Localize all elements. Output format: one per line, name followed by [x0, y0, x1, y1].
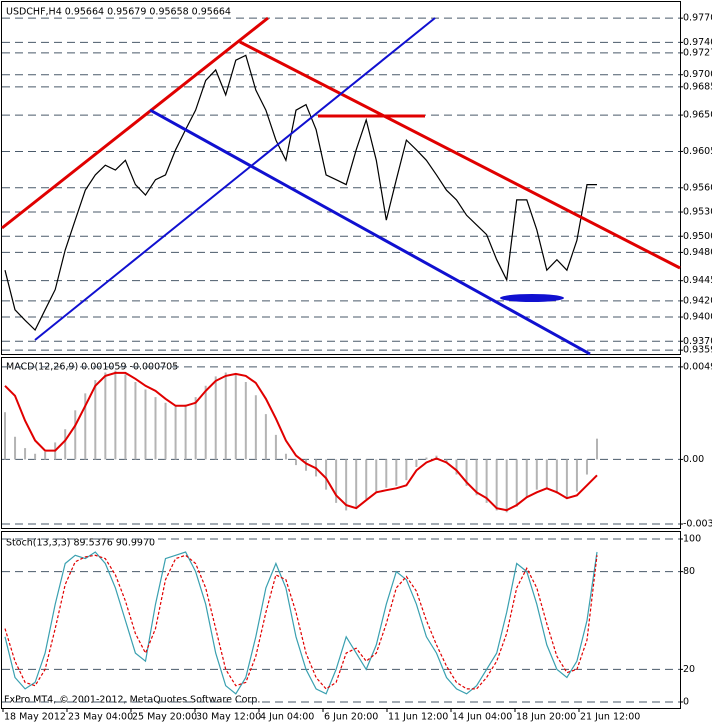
- x-tick-label: 4 Jun 04:00: [260, 712, 314, 723]
- y-tick-label: 0.00: [683, 454, 704, 465]
- y-tick-label: 0.95300: [683, 207, 712, 218]
- series-line: [4, 554, 598, 690]
- chart-title: USDCHF,H4 0.95664 0.95679 0.95658 0.9566…: [6, 7, 231, 18]
- x-tick-label: 30 May 12:00: [196, 712, 261, 723]
- y-tick-label: 0.94450: [683, 275, 712, 286]
- y-tick-label: 0.94800: [683, 247, 712, 258]
- series-line: [4, 371, 598, 512]
- x-tick-label: 18 Jun 20:00: [516, 712, 576, 723]
- x-tick-label: 11 Jun 12:00: [388, 712, 448, 723]
- y-tick-label: 0.00490: [683, 361, 712, 372]
- indicator-title: Stoch(13,3,3) 89.5376 90.9970: [6, 538, 155, 549]
- x-tick-label: 18 May 2012: [4, 712, 66, 723]
- stoch-panel: [1, 531, 681, 709]
- y-tick-label: 0.97700: [683, 13, 712, 24]
- footer: FxPro MT4, © 2001-2012, MetaQuotes Softw…: [4, 695, 260, 706]
- trend-lines: [1, 16, 681, 356]
- y-tick-label: 80: [683, 566, 695, 577]
- y-tick-label: 0.94200: [683, 295, 712, 306]
- support-marker: [500, 294, 564, 302]
- y-tick-label: 100: [683, 534, 701, 545]
- y-tick-label: 0.97270: [683, 47, 712, 58]
- y-tick-label: 0.96050: [683, 146, 712, 157]
- y-tick-label: 0.96850: [683, 81, 712, 92]
- trend-line: [149, 108, 591, 356]
- y-tick-label: 0.95600: [683, 182, 712, 193]
- indicator-title: MACD(12,26,9) 0.001059 -0.000705: [6, 362, 178, 373]
- series-line: [4, 54, 597, 332]
- y-tick-label: -0.00342: [683, 519, 712, 530]
- y-tick-label: 0.93590: [683, 345, 712, 356]
- x-tick-label: 14 Jun 04:00: [452, 712, 512, 723]
- trend-line: [1, 16, 269, 230]
- x-tick-label: 25 May 20:00: [132, 712, 197, 723]
- main-panel: [1, 1, 681, 355]
- x-tick-label: 21 Jun 12:00: [580, 712, 640, 723]
- y-tick-label: 0.97000: [683, 69, 712, 80]
- y-tick-label: 0.97400: [683, 37, 712, 48]
- y-tick-label: 0: [683, 696, 689, 707]
- y-tick-label: 0.94000: [683, 312, 712, 323]
- trend-line: [239, 40, 681, 270]
- series-line: [4, 551, 598, 695]
- y-tick-label: 0.93700: [683, 336, 712, 347]
- y-tick-label: 0.96500: [683, 110, 712, 121]
- macd-panel: [1, 357, 681, 529]
- y-tick-label: 20: [683, 664, 695, 675]
- y-tick-label: 0.95000: [683, 231, 712, 242]
- x-tick-label: 23 May 04:00: [68, 712, 133, 723]
- x-tick-label: 6 Jun 20:00: [324, 712, 378, 723]
- trend-line: [34, 17, 436, 341]
